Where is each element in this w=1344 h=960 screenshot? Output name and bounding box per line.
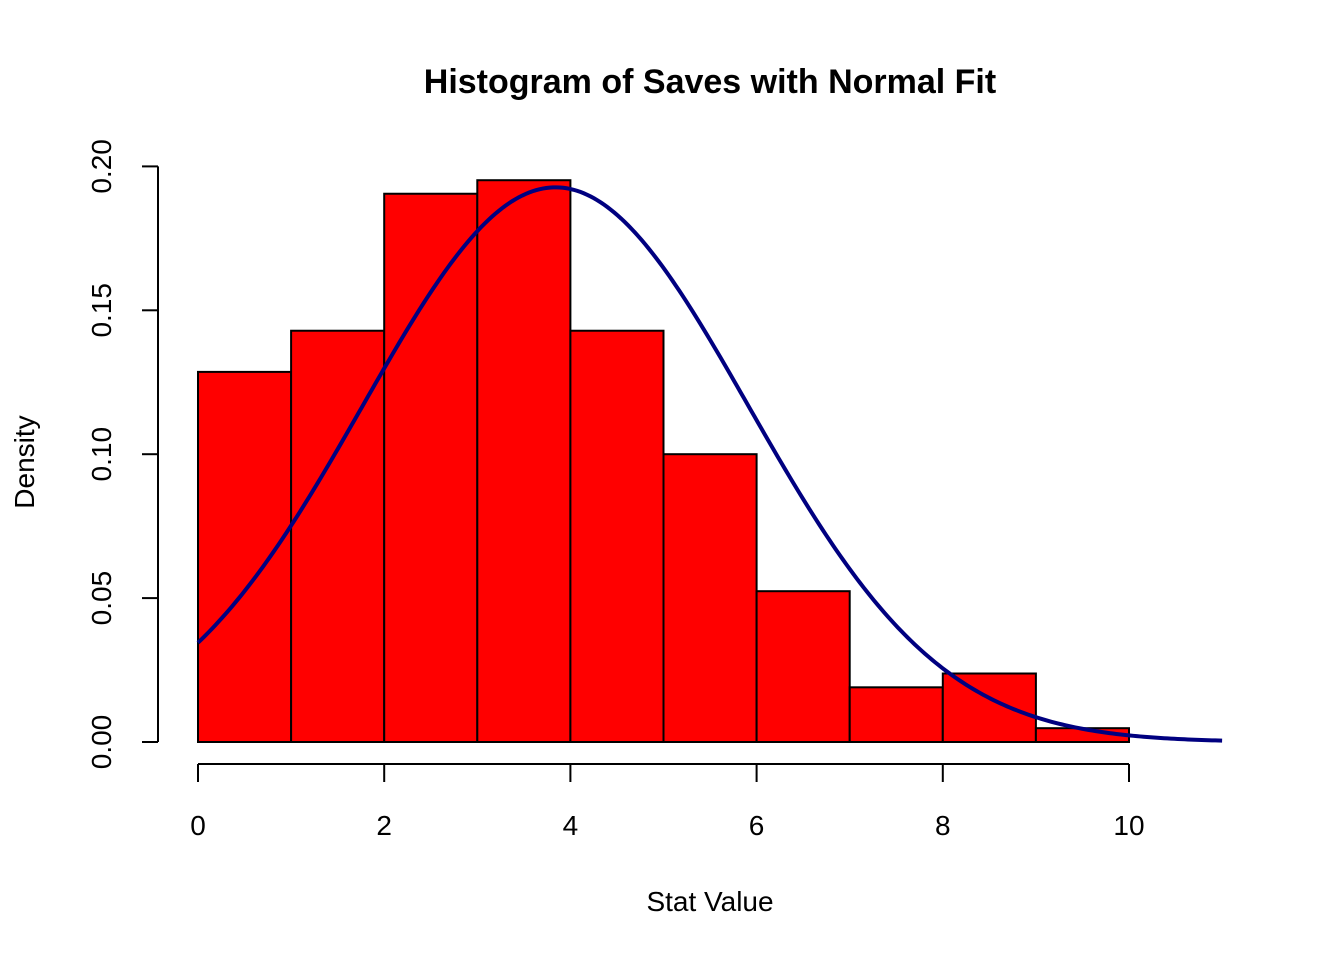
y-tick-label: 0.15 bbox=[86, 283, 117, 338]
histogram-bars bbox=[197, 179, 1131, 744]
x-tick-label: 0 bbox=[190, 810, 206, 841]
histogram-bar bbox=[476, 179, 572, 743]
x-axis: 0 2 4 6 8 10 bbox=[190, 763, 1145, 841]
histogram-bar bbox=[383, 192, 479, 743]
normal-fit-curve bbox=[196, 185, 1223, 743]
histogram-bar bbox=[755, 590, 851, 744]
y-tick-label: 0.10 bbox=[86, 427, 117, 482]
x-tick-label: 2 bbox=[376, 810, 392, 841]
x-tick-label: 6 bbox=[749, 810, 765, 841]
chart-title: Histogram of Saves with Normal Fit bbox=[424, 63, 996, 101]
y-axis-label: Density bbox=[9, 415, 40, 508]
histogram-bar bbox=[848, 686, 944, 743]
x-axis-label: Stat Value bbox=[646, 886, 773, 917]
y-tick-label: 0.00 bbox=[86, 715, 117, 770]
y-tick-label: 0.05 bbox=[86, 571, 117, 626]
histogram-bar bbox=[569, 329, 665, 743]
histogram-bar bbox=[941, 672, 1037, 743]
x-tick-label: 10 bbox=[1113, 810, 1144, 841]
y-axis: 0.00 0.05 0.10 0.15 0.20 bbox=[86, 139, 159, 770]
histogram-bar bbox=[662, 453, 758, 743]
y-tick-label: 0.20 bbox=[86, 139, 117, 194]
x-tick-label: 8 bbox=[935, 810, 951, 841]
histogram-bar bbox=[197, 370, 293, 743]
x-tick-label: 4 bbox=[563, 810, 579, 841]
